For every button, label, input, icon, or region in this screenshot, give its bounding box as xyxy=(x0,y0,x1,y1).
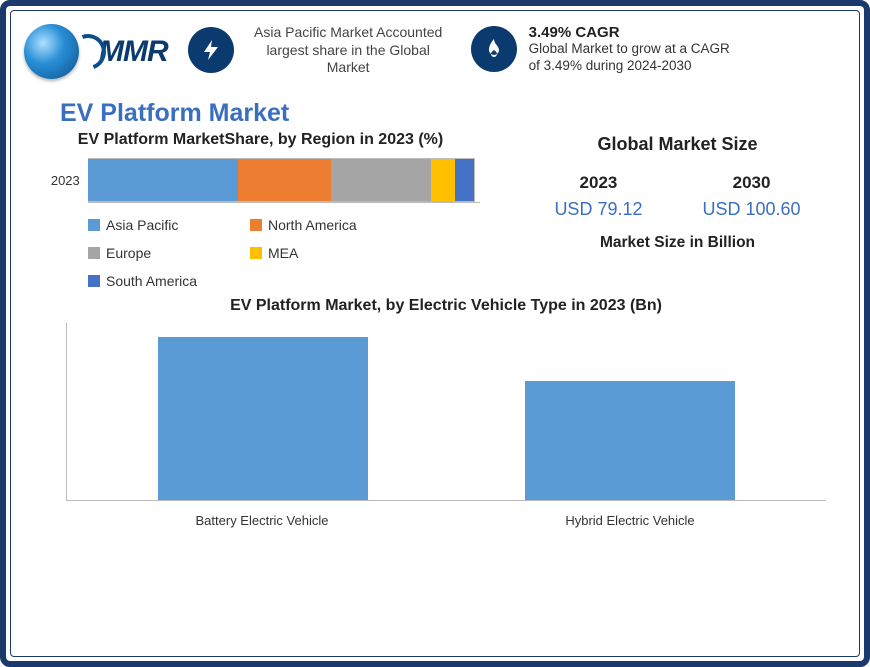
bar-wrap xyxy=(525,381,735,500)
bar-x-label: Hybrid Electric Vehicle xyxy=(525,513,735,528)
legend-item: South America xyxy=(88,273,208,289)
market-size-value: USD 79.12 xyxy=(554,199,642,220)
market-size-block: Global Market Size 2023 USD 79.12 2030 USD … xyxy=(505,130,850,289)
legend-label: North America xyxy=(268,217,357,233)
stacked-ylabel: 2023 xyxy=(46,173,80,188)
legend-swatch xyxy=(88,219,100,231)
bar-x-label: Battery Electric Vehicle xyxy=(157,513,367,528)
cagr-highlight: 3.49% CAGR Global Market to grow at a CA… xyxy=(471,24,744,75)
bar-plot-area xyxy=(66,323,826,501)
legend-label: Europe xyxy=(106,245,151,261)
region-chart-title: EV Platform MarketShare, by Region in 20… xyxy=(46,130,475,150)
legend-label: Asia Pacific xyxy=(106,217,178,233)
globe-icon xyxy=(24,24,79,79)
legend-item: MEA xyxy=(250,245,370,261)
region-share-chart: EV Platform MarketShare, by Region in 20… xyxy=(20,130,475,289)
region-highlight: Asia Pacific Market Accounted largest sh… xyxy=(188,24,451,77)
vertical-bar xyxy=(525,381,735,500)
legend-item: Europe xyxy=(88,245,208,261)
stacked-segment xyxy=(238,159,331,201)
stacked-segment xyxy=(431,159,454,201)
logo-text: MMR xyxy=(99,35,168,69)
mid-row: EV Platform MarketShare, by Region in 20… xyxy=(20,130,850,289)
legend-label: South America xyxy=(106,273,197,289)
bolt-icon xyxy=(188,27,234,73)
market-size-unit: Market Size in Billion xyxy=(505,234,850,252)
cagr-headline: 3.49% CAGR xyxy=(529,24,744,41)
legend-swatch xyxy=(250,219,262,231)
header-row: MMR Asia Pacific Market Accounted larges… xyxy=(20,16,850,93)
market-size-header: Global Market Size xyxy=(505,134,850,155)
stacked-x-axis xyxy=(88,202,480,203)
stacked-segment xyxy=(88,159,239,201)
market-size-entry: 2023 USD 79.12 xyxy=(554,173,642,220)
stacked-segment xyxy=(331,159,431,201)
market-size-year: 2030 xyxy=(703,173,801,193)
legend-swatch xyxy=(88,275,100,287)
section-title: EV Platform Market xyxy=(60,99,850,128)
region-highlight-text: Asia Pacific Market Accounted largest sh… xyxy=(246,24,451,77)
region-legend: Asia Pacific North America Europe MEA South … xyxy=(88,217,475,289)
vehicle-type-chart: EV Platform Market, by Electric Vehicle … xyxy=(66,297,826,528)
market-size-entry: 2030 USD 100.60 xyxy=(703,173,801,220)
market-size-value: USD 100.60 xyxy=(703,199,801,220)
legend-item: Asia Pacific xyxy=(88,217,208,233)
cagr-subtext: Global Market to grow at a CAGR of 3.49%… xyxy=(529,41,744,75)
mmr-logo: MMR xyxy=(24,24,168,79)
vehicle-chart-title: EV Platform Market, by Electric Vehicle … xyxy=(66,297,826,315)
flame-icon xyxy=(471,26,517,72)
legend-swatch xyxy=(88,247,100,259)
bar-wrap xyxy=(158,337,368,500)
vertical-bar xyxy=(158,337,368,500)
legend-item: North America xyxy=(250,217,370,233)
stacked-bar xyxy=(88,158,475,202)
legend-label: MEA xyxy=(268,245,298,261)
legend-swatch xyxy=(250,247,262,259)
market-size-year: 2023 xyxy=(554,173,642,193)
stacked-segment xyxy=(455,159,474,201)
